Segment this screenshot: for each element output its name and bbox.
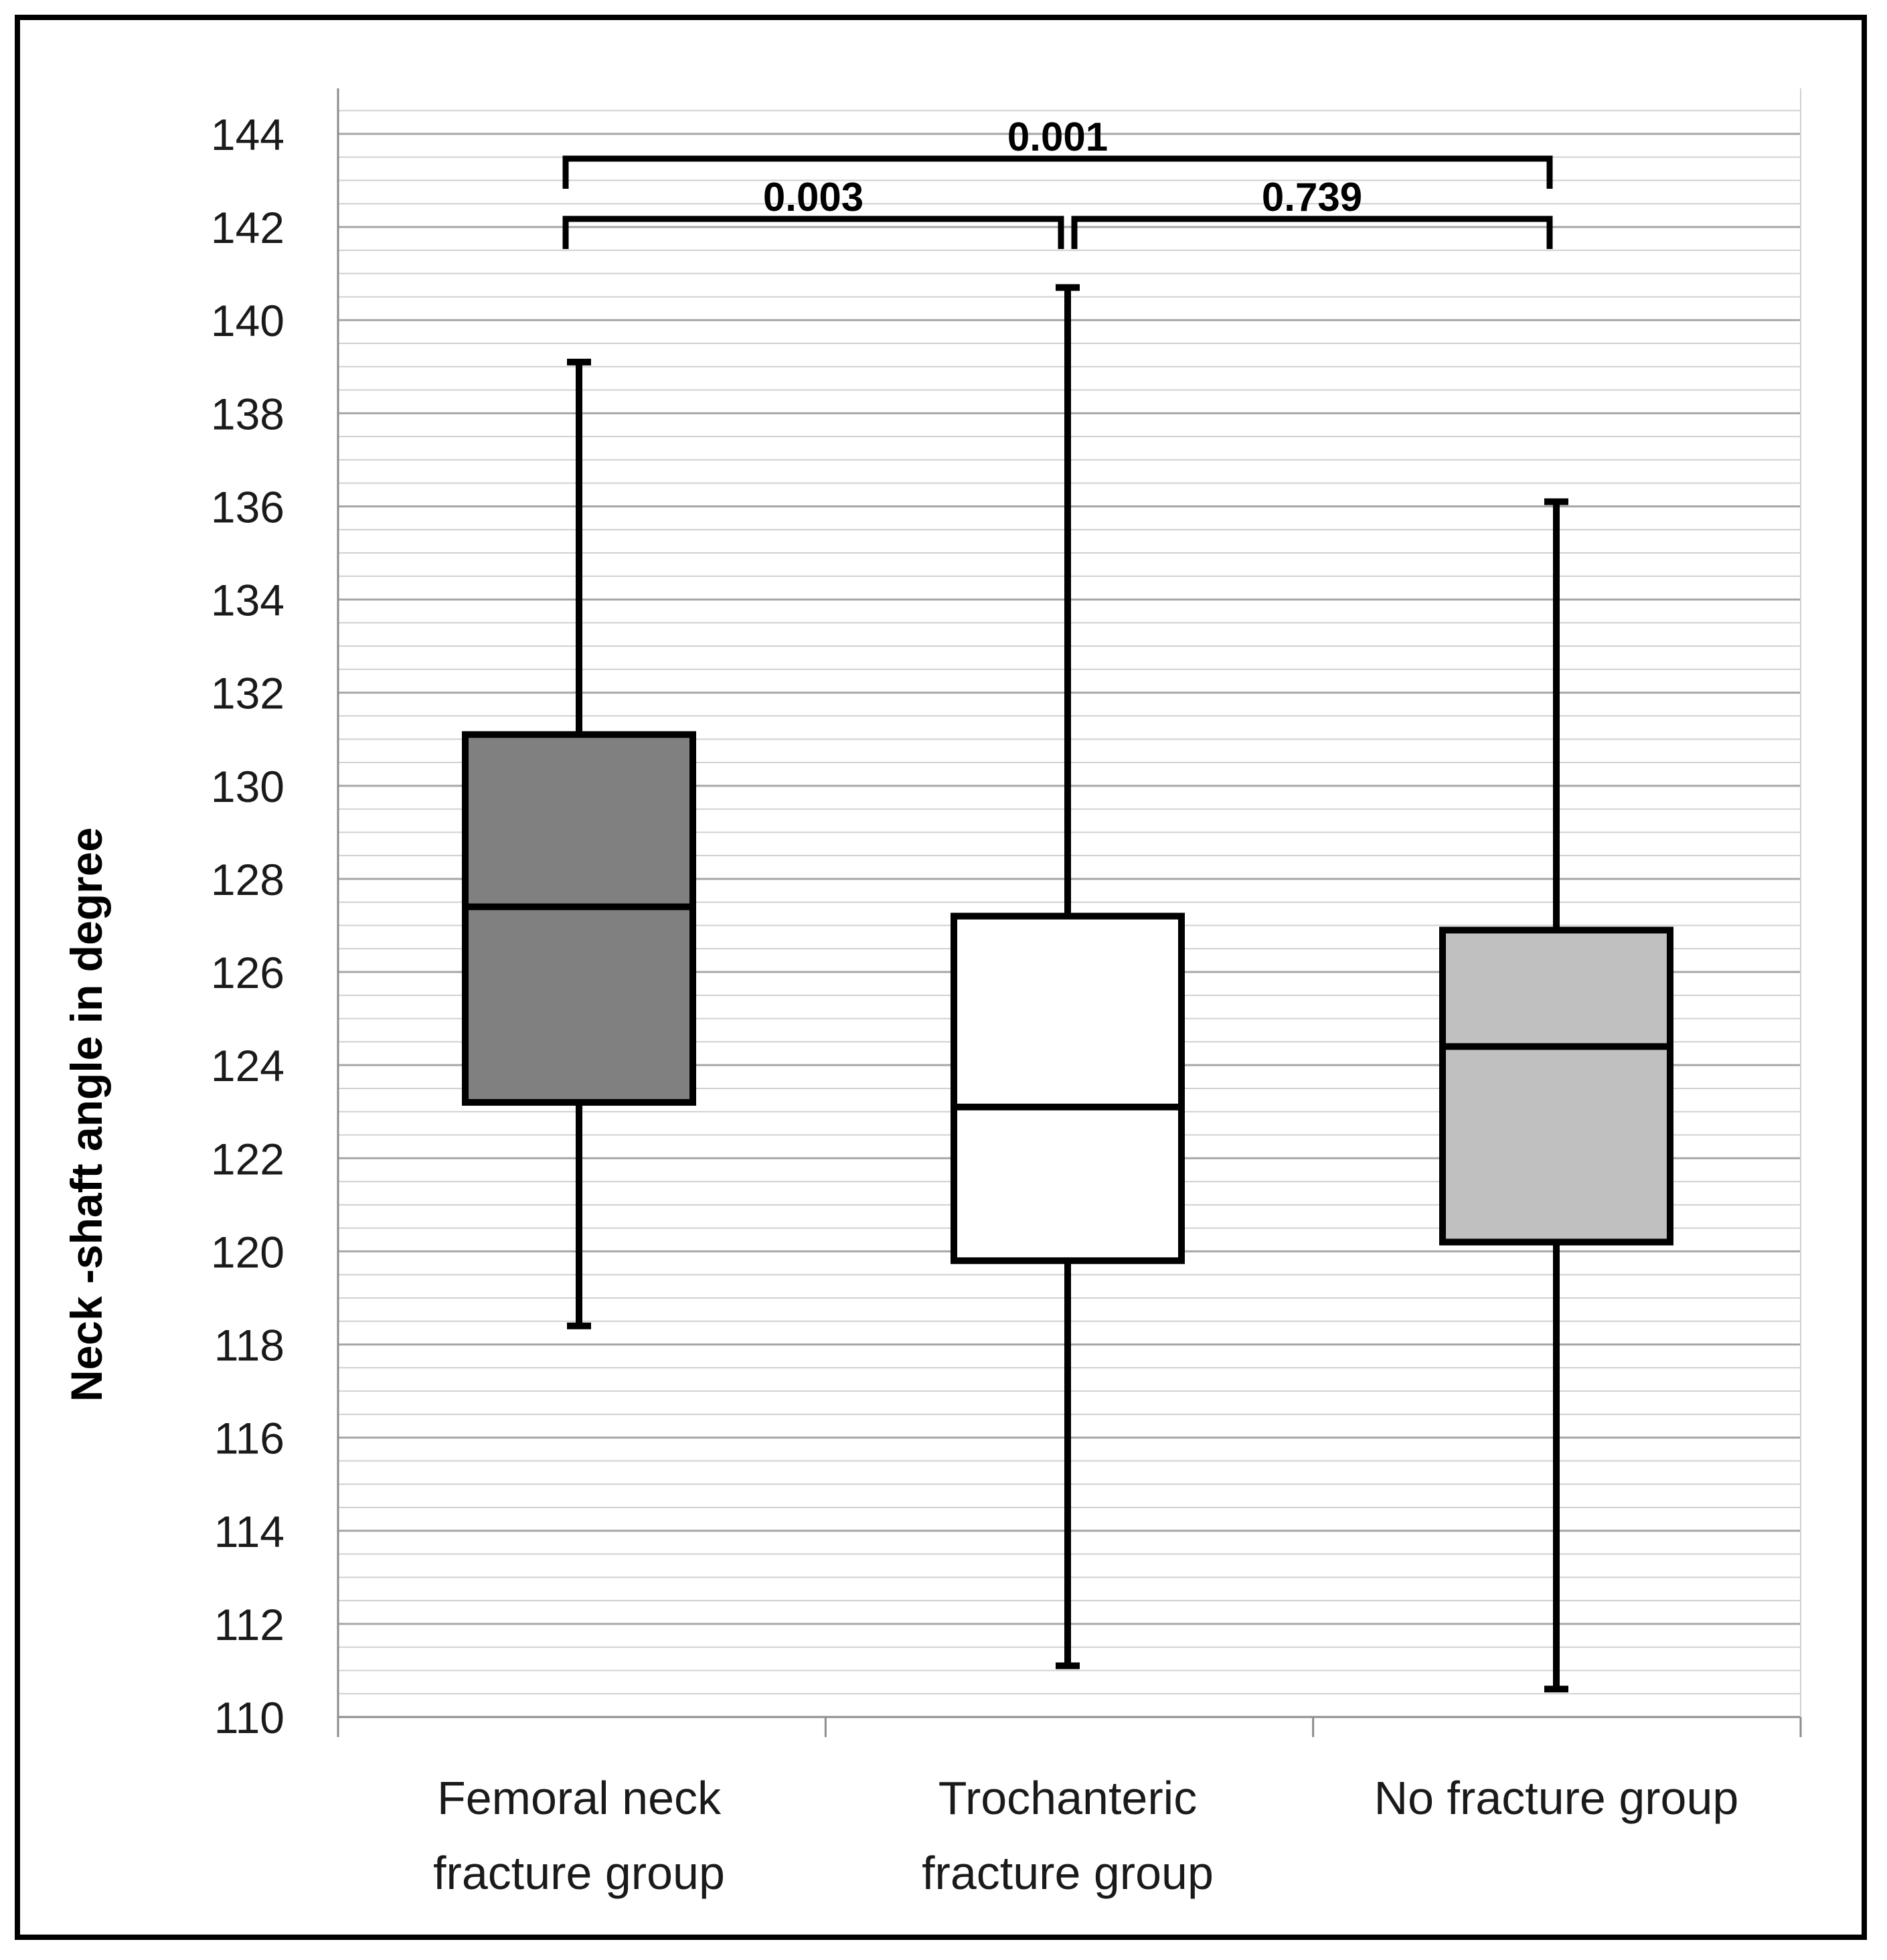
- y-tick-label: 136: [211, 482, 284, 532]
- p-value-label: 0.739: [1262, 175, 1362, 220]
- y-tick-label: 128: [211, 855, 284, 904]
- significance-brackets: [562, 155, 1553, 249]
- significance-bracket: [1071, 216, 1553, 249]
- y-tick-label: 140: [211, 296, 284, 345]
- y-tick-label: 116: [214, 1414, 284, 1463]
- x-category-label: Femoral neck: [437, 1772, 722, 1824]
- y-tick-label: 142: [211, 203, 284, 252]
- y-axis-title: Neck -shaft angle in degree: [62, 827, 111, 1402]
- y-tick-label: 110: [214, 1693, 284, 1742]
- p-value-label: 0.001: [1007, 114, 1108, 159]
- y-tick-label: 134: [211, 576, 284, 625]
- iqr-box: [951, 912, 1185, 1264]
- y-tick-label: 126: [211, 948, 284, 997]
- y-tick-label: 112: [214, 1600, 284, 1649]
- y-tick-label: 124: [211, 1041, 284, 1090]
- significance-bracket: [562, 216, 1064, 249]
- x-category-label: Trochanteric: [938, 1772, 1197, 1824]
- y-tick-label: 138: [211, 389, 284, 438]
- y-tick-label: 114: [214, 1507, 284, 1556]
- iqr-box: [462, 731, 696, 1106]
- significance-bracket: [562, 155, 1553, 189]
- y-tick-label: 118: [214, 1321, 284, 1370]
- y-tick-label: 132: [211, 669, 284, 718]
- y-tick-label: 130: [211, 762, 284, 811]
- p-value-label: 0.003: [763, 175, 864, 220]
- x-category-label: fracture group: [922, 1847, 1214, 1899]
- y-tick-label: 120: [211, 1227, 284, 1277]
- y-tick-label: 144: [211, 110, 284, 159]
- labels: 110 112 114 116 118 120 122 124 126 128 130 132 134 1…: [62, 110, 1738, 1899]
- y-tick-label: 122: [211, 1134, 284, 1183]
- axes: [337, 88, 1802, 1737]
- boxes: [462, 284, 1673, 1693]
- x-category-label: No fracture group: [1374, 1772, 1739, 1824]
- iqr-box: [1439, 926, 1673, 1246]
- x-category-label: fracture group: [433, 1847, 725, 1899]
